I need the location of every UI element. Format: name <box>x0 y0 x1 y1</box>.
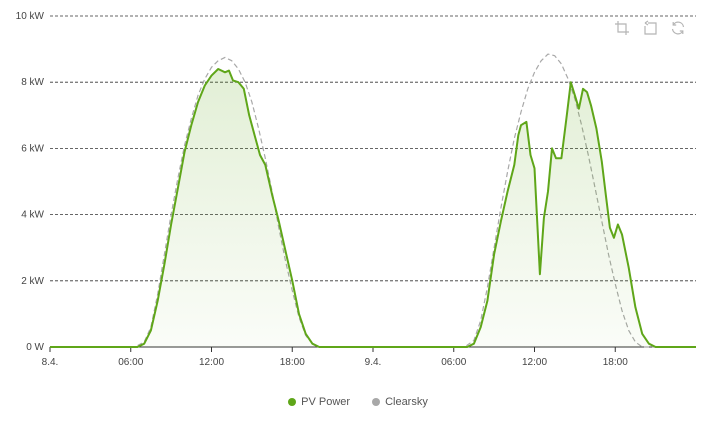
x-tick-label: 8.4. <box>42 357 59 368</box>
x-tick-label: 12:00 <box>199 357 224 368</box>
y-tick-label: 10 kW <box>16 11 45 22</box>
refresh-icon[interactable] <box>670 20 686 36</box>
legend-item-clearsky[interactable]: Clearsky <box>372 396 428 408</box>
legend: PV Power Clearsky <box>0 396 716 408</box>
x-axis: 8.4. 06:00 12:00 18:00 9.4. 06:00 12:00 18:00 <box>42 347 628 368</box>
x-tick-label: 06:00 <box>118 357 143 368</box>
legend-label: PV Power <box>301 396 351 408</box>
legend-item-pv-power[interactable]: PV Power <box>288 396 350 408</box>
y-tick-label: 2 kW <box>21 276 44 287</box>
x-tick-label: 18:00 <box>280 357 305 368</box>
y-tick-label: 0 W <box>26 342 44 353</box>
undo-zoom-icon[interactable] <box>642 20 658 36</box>
y-tick-label: 8 kW <box>21 77 44 88</box>
legend-marker-clearsky <box>372 398 381 406</box>
x-tick-label: 06:00 <box>441 357 466 368</box>
series-layer <box>50 53 696 348</box>
y-axis: 0 W 2 kW 4 kW 6 kW 8 kW 10 kW <box>16 11 45 353</box>
series-line-pv-power <box>50 68 696 348</box>
crop-icon[interactable] <box>614 20 630 36</box>
y-tick-label: 4 kW <box>21 210 44 221</box>
x-tick-label: 18:00 <box>603 357 628 368</box>
x-tick-label: 9.4. <box>365 357 382 368</box>
x-tick-label: 12:00 <box>522 357 547 368</box>
y-tick-label: 6 kW <box>21 143 44 154</box>
series-area-pv-power <box>50 69 696 347</box>
legend-label: Clearsky <box>385 396 428 408</box>
legend-marker-pv-power <box>288 398 297 406</box>
